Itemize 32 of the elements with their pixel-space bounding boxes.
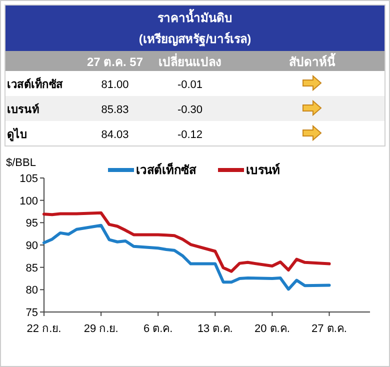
category-label: สัปดาห์นี้: [289, 52, 336, 69]
y-tick-label: 105: [20, 173, 38, 185]
y-tick-label: 75: [26, 307, 38, 319]
category-label: เปลี่ยนแปลง: [158, 53, 222, 69]
y-tick-label: 80: [26, 284, 38, 297]
text: 81.00: [101, 79, 129, 91]
y-tick-label: 100: [20, 195, 38, 208]
x-tick-label: 13 ต.ค.: [197, 323, 233, 335]
text: -0.01: [177, 79, 203, 91]
y-tick-label: 95: [26, 218, 38, 230]
y-axis-title: $/BBL: [6, 157, 36, 169]
text: 84.03: [101, 129, 129, 141]
category-label: ดูไบ: [7, 129, 27, 141]
x-tick-label: 22 ก.ย.: [26, 323, 62, 335]
line-series: [42, 224, 331, 291]
x-tick-label: 20 ต.ค.: [254, 323, 290, 335]
legend-label: เบรนท์: [246, 163, 280, 177]
text: (เหรียญสหรัฐ/บาร์เรล): [138, 32, 252, 47]
category-label: 27 ต.ค. 57: [86, 55, 144, 69]
text: -0.30: [177, 104, 203, 116]
category-label: เวสต์เท็กซัส: [7, 79, 63, 91]
text: 85.83: [101, 104, 129, 116]
text: -0.12: [177, 129, 203, 141]
x-tick-label: 29 ก.ย.: [84, 323, 118, 335]
line-series: [42, 211, 331, 273]
legend-label: เวสต์เท็กซัส: [136, 162, 197, 177]
y-tick-label: 85: [26, 262, 38, 274]
x-tick-label: 6 ต.ค.: [143, 323, 173, 335]
y-tick-label: 90: [26, 240, 38, 252]
text: ราคาน้ำมันดิบ: [158, 8, 232, 25]
category-label: เบรนท์: [7, 104, 39, 116]
x-tick-label: 27 ต.ค.: [312, 323, 347, 335]
